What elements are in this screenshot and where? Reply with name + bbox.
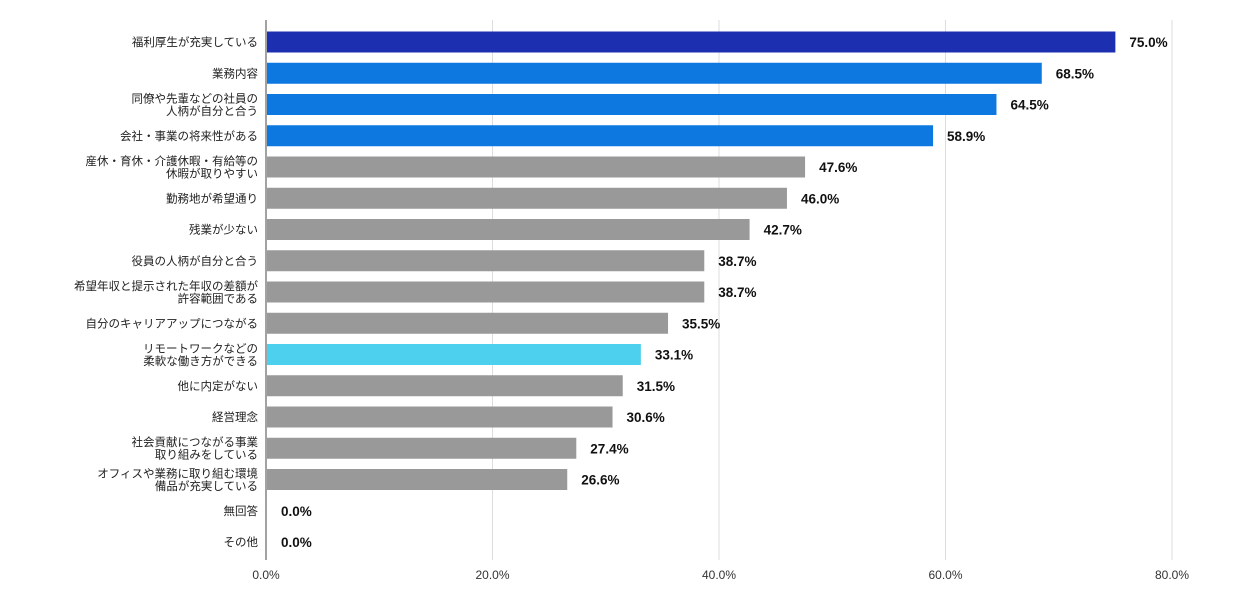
bar [267, 31, 1116, 53]
category-label: 残業が少ない [189, 223, 258, 237]
bar [267, 437, 577, 459]
category-label: 備品が充実している [155, 479, 258, 493]
bar [267, 344, 641, 365]
data-label: 46.0% [801, 191, 839, 206]
data-label: 31.5% [637, 379, 675, 394]
x-tick-label: 80.0% [1155, 568, 1189, 582]
bar [267, 187, 787, 209]
bar [267, 125, 934, 147]
category-label: 業務内容 [212, 66, 258, 80]
bar [267, 62, 1042, 84]
bars [267, 31, 1116, 490]
x-tick-label: 40.0% [702, 568, 736, 582]
x-tick-label: 20.0% [475, 568, 509, 582]
data-label: 0.0% [281, 504, 312, 519]
data-label: 33.1% [655, 348, 693, 363]
data-label: 58.9% [947, 129, 985, 144]
data-label: 38.7% [718, 285, 756, 300]
category-labels: 福利厚生が充実している業務内容同僚や先輩などの社員の人柄が自分と合う会社・事業の… [74, 35, 258, 549]
data-label: 42.7% [764, 223, 802, 238]
category-label: 柔軟な働き方ができる [143, 354, 258, 368]
category-label: リモートワークなどの [143, 341, 258, 355]
category-label: 経営理念 [212, 410, 258, 424]
category-label: 自分のキャリアアップにつながる [86, 316, 259, 330]
category-label: 同僚や先輩などの社員の [132, 91, 259, 105]
bar [267, 312, 669, 334]
category-label: 希望年収と提示された年収の差額が [74, 279, 258, 293]
category-label: 産休・育休・介護休暇・有給等の [86, 154, 259, 168]
bar [267, 219, 750, 240]
data-label: 27.4% [590, 441, 628, 456]
data-label: 47.6% [819, 160, 857, 175]
data-label: 68.5% [1056, 66, 1094, 81]
bar [267, 281, 705, 303]
category-label: その他 [224, 535, 259, 549]
data-label: 64.5% [1010, 98, 1048, 113]
category-label: オフィスや業務に取り組む環境 [97, 466, 258, 480]
data-labels: 75.0% 68.5% 64.5% 58.9% 47.6% 46.0% 42.7% 38.7%… [281, 35, 1168, 550]
bar [267, 94, 997, 115]
category-label: 人柄が自分と合う [166, 104, 258, 118]
category-label: 福利厚生が充実している [132, 35, 258, 49]
data-label: 38.7% [718, 254, 756, 269]
x-tick-label: 0.0% [252, 568, 280, 582]
category-label: 無回答 [224, 504, 259, 518]
data-label: 30.6% [627, 410, 665, 425]
category-label: 社会貢献につながる事業 [132, 435, 259, 449]
bar [267, 250, 705, 272]
category-label: 取り組みをしている [155, 448, 258, 462]
x-tick-labels: 0.0% 20.0% 40.0% 60.0% 80.0% [252, 568, 1189, 582]
bar [267, 406, 613, 428]
x-tick-label: 60.0% [928, 568, 962, 582]
category-label: 他に内定がない [178, 379, 259, 393]
category-label: 休暇が取りやすい [166, 166, 258, 180]
category-label: 役員の人柄が自分と合う [132, 254, 259, 268]
category-label: 勤務地が希望通り [166, 191, 258, 205]
category-label: 会社・事業の将来性がある [120, 129, 258, 143]
category-label: 許容範囲である [178, 291, 258, 305]
data-label: 75.0% [1129, 35, 1167, 50]
data-label: 0.0% [281, 535, 312, 550]
bar [267, 375, 623, 397]
data-label: 26.6% [581, 473, 619, 488]
bar [267, 156, 806, 178]
bar [267, 469, 568, 490]
data-label: 35.5% [682, 316, 720, 331]
